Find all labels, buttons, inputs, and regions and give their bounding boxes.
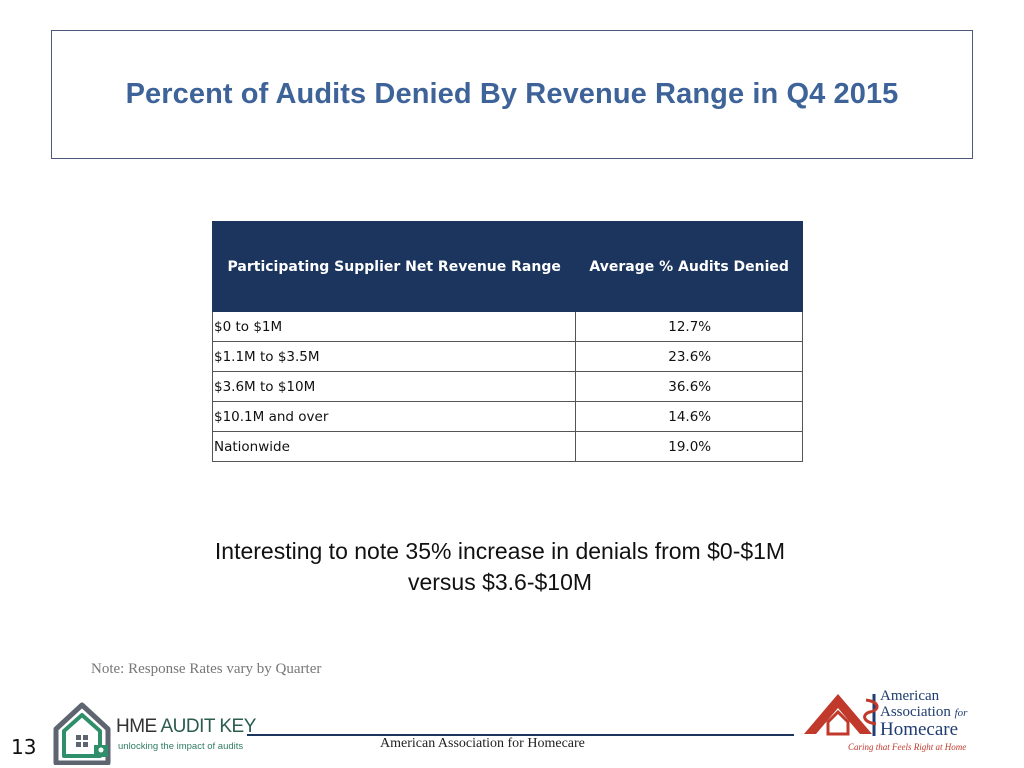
table-header-row: Participating Supplier Net Revenue Range… [211,221,803,312]
pct-cell: 12.7% [575,311,803,342]
hme-logo-title: HME AUDIT KEY [116,716,256,737]
header-revenue-range: Participating Supplier Net Revenue Range [211,221,577,312]
table-row: $0 to $1M 12.7% [211,311,803,342]
revenue-table: Participating Supplier Net Revenue Range… [211,221,803,462]
hme-logo-tagline: unlocking the impact of audits [118,741,244,752]
range-cell: $0 to $1M [211,311,577,342]
title-box: Percent of Audits Denied By Revenue Rang… [51,30,973,159]
aah-line-2: Association for [880,704,968,720]
header-audits-denied: Average % Audits Denied [575,221,803,312]
table-row: $10.1M and over 14.6% [211,401,803,432]
footer-text: American Association for Homecare [380,736,585,751]
table-row: $1.1M to $3.5M 23.6% [211,341,803,372]
pct-cell: 19.0% [575,431,803,462]
aah-tagline: Caring that Feels Right at Home [848,742,967,752]
response-rate-note: Note: Response Rates vary by Quarter [91,661,322,677]
aah-line-3: Homecare [880,719,959,740]
page-number: 13 [11,735,37,759]
observation-note: Interesting to note 35% increase in deni… [160,536,840,598]
hme-audit-key-logo [53,702,111,765]
slide-title: Percent of Audits Denied By Revenue Rang… [125,78,899,110]
table-row: Nationwide 19.0% [211,431,803,462]
observation-line-2: versus $3.6-$10M [407,569,593,595]
aah-line-1: American [880,688,940,704]
pct-cell: 23.6% [575,341,803,372]
range-cell: $1.1M to $3.5M [211,341,577,372]
range-cell: $10.1M and over [211,401,577,432]
range-cell: Nationwide [211,431,577,462]
pct-cell: 36.6% [575,371,803,402]
range-cell: $3.6M to $10M [211,371,577,402]
aah-house-icon [804,694,879,736]
footer-divider [247,734,794,736]
pct-cell: 14.6% [575,401,803,432]
observation-line-1: Interesting to note 35% increase in deni… [214,538,786,564]
table-row: $3.6M to $10M 36.6% [211,371,803,402]
